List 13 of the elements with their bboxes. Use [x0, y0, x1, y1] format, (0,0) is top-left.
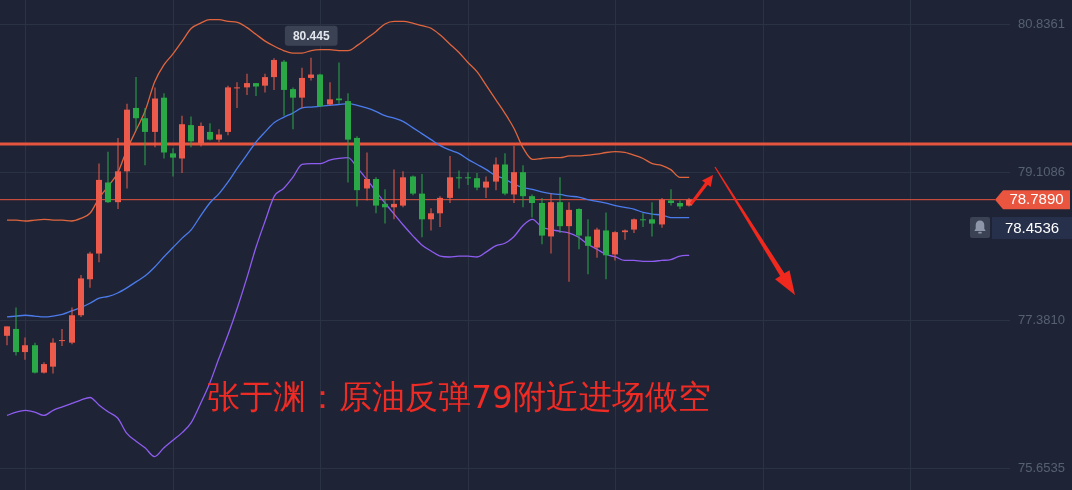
candlestick — [59, 328, 65, 347]
annotation: 张于渊：原油反弹79附近进场做空 — [207, 377, 711, 416]
annotation: 80.445 — [292, 28, 330, 43]
candlestick — [640, 213, 646, 228]
candlestick — [465, 172, 471, 186]
candlestick — [456, 170, 462, 189]
y-tick-label: 79.1086 — [1018, 163, 1065, 179]
text: 78.4536 — [1004, 218, 1060, 236]
y-tick-label: 75.6535 — [1018, 459, 1065, 475]
candlestick — [234, 82, 240, 108]
ref-line-label: 78.7890 — [1009, 190, 1064, 208]
y-tick-label: 77.3810 — [1018, 311, 1065, 327]
y-tick-label: 80.8361 — [1018, 15, 1065, 31]
